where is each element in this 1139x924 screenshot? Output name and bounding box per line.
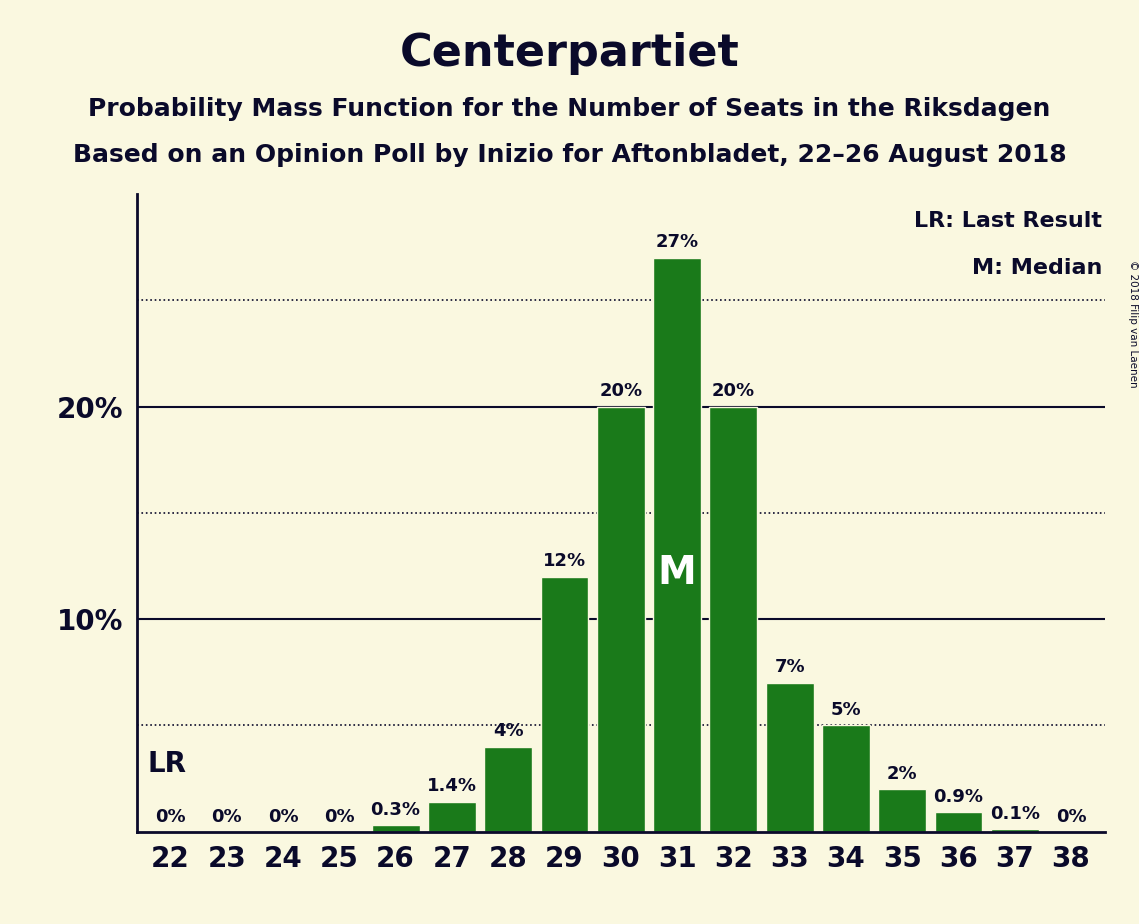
Text: 0%: 0% [323, 808, 354, 826]
Text: Centerpartiet: Centerpartiet [400, 32, 739, 76]
Text: 4%: 4% [493, 723, 524, 740]
Bar [935, 812, 983, 832]
Text: 0.3%: 0.3% [370, 801, 420, 819]
Text: 7%: 7% [775, 659, 805, 676]
Text: © 2018 Filip van Laenen: © 2018 Filip van Laenen [1129, 260, 1138, 387]
Text: 0.9%: 0.9% [934, 788, 983, 806]
Text: 1.4%: 1.4% [427, 777, 477, 796]
Bar [878, 789, 926, 832]
Text: 27%: 27% [655, 234, 698, 251]
Text: M: M [657, 554, 696, 592]
Text: 2%: 2% [887, 765, 918, 783]
Text: 0%: 0% [1056, 808, 1087, 826]
Text: 0%: 0% [212, 808, 243, 826]
Text: M: Median: M: Median [972, 258, 1103, 278]
Text: Probability Mass Function for the Number of Seats in the Riksdagen: Probability Mass Function for the Number… [89, 97, 1050, 121]
Bar [822, 725, 870, 832]
Bar [428, 802, 476, 832]
Text: Based on an Opinion Poll by Inizio for Aftonbladet, 22–26 August 2018: Based on an Opinion Poll by Inizio for A… [73, 143, 1066, 167]
Bar [653, 258, 700, 832]
Text: 20%: 20% [712, 383, 755, 400]
Text: 0%: 0% [155, 808, 186, 826]
Text: 0%: 0% [268, 808, 298, 826]
Bar [710, 407, 757, 832]
Bar [765, 683, 813, 832]
Text: 5%: 5% [830, 701, 861, 719]
Text: LR: LR [148, 749, 187, 778]
Bar [597, 407, 645, 832]
Text: 12%: 12% [543, 553, 587, 570]
Text: 20%: 20% [599, 383, 642, 400]
Text: LR: Last Result: LR: Last Result [913, 211, 1103, 231]
Bar [371, 825, 419, 832]
Text: 0.1%: 0.1% [990, 805, 1040, 823]
Bar [541, 577, 589, 832]
Bar [991, 830, 1039, 832]
Bar [484, 747, 532, 832]
